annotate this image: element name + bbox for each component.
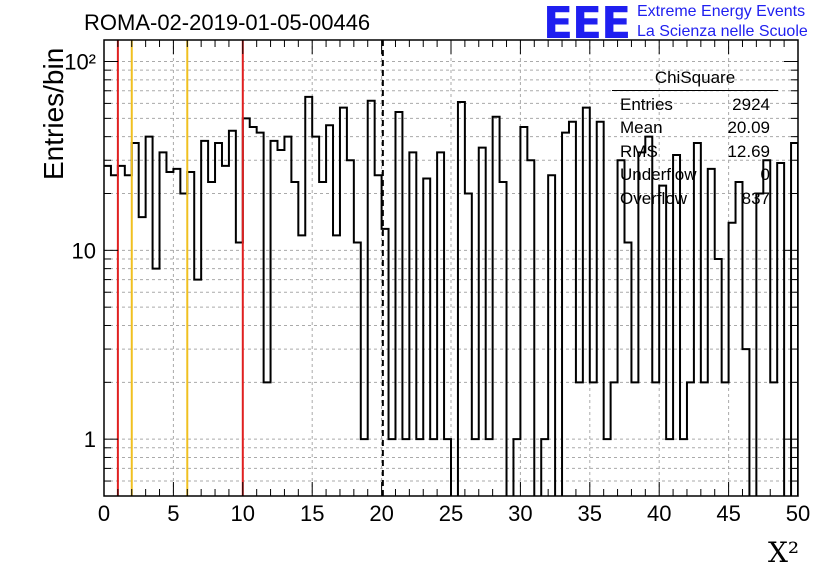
stats-label: RMS: [620, 141, 658, 161]
stats-box: ChiSquare Entries 2924 Mean 20.09 RMS 12.69…: [612, 68, 778, 210]
x-tick-label: 5: [167, 501, 179, 526]
stats-row: Overflow 837: [612, 187, 778, 210]
x-tick-label: 45: [716, 501, 740, 526]
stats-value: 837: [741, 188, 770, 208]
y-tick-label: 1: [84, 427, 96, 452]
x-tick-label: 40: [647, 501, 671, 526]
x-tick-label: 50: [786, 501, 810, 526]
stats-label: Underflow: [620, 165, 697, 185]
y-axis: 1 10 10²: [64, 50, 798, 497]
stats-row: Underflow 0: [612, 163, 778, 186]
x-tick-label: 10: [231, 501, 255, 526]
stats-value: 0: [760, 165, 770, 185]
stats-value: 12.69: [727, 141, 770, 161]
y-tick-label: 10²: [64, 50, 96, 75]
x-tick-label: 25: [439, 501, 463, 526]
y-tick-label: 10: [72, 238, 96, 263]
x-tick-label: 0: [98, 501, 110, 526]
marker-lines: [116, 40, 384, 496]
stats-title: ChiSquare: [612, 68, 778, 91]
logo-line-1: Extreme Energy Events: [637, 3, 806, 20]
grid-lines: [104, 40, 798, 497]
y-axis-label-box: Entries/bin: [8, 48, 69, 180]
x-tick-label: 35: [578, 501, 602, 526]
stats-label: Entries: [620, 95, 673, 114]
y-axis-label: Entries/bin: [38, 47, 69, 180]
x-tick-label: 30: [508, 501, 532, 526]
stats-row: RMS 12.69: [612, 140, 778, 163]
x-tick-label: 15: [300, 501, 324, 526]
x-axis: 0 5 10 15 20 25 30 35 40 45 50: [98, 40, 810, 526]
stats-label: Overflow: [620, 188, 688, 208]
stats-row: Mean 20.09: [612, 116, 778, 139]
stats-value: 2924: [732, 95, 770, 114]
stats-label: Mean: [620, 118, 663, 138]
chart-title: ROMA-02-2019-01-05-00446: [84, 10, 371, 35]
histogram-line: [104, 95, 798, 496]
logo-line-2: La Scienza nelle Scuole: [637, 23, 808, 40]
eee-logo: EEE: [543, 0, 631, 49]
histogram-series: [104, 95, 798, 496]
stats-row: Entries 2924: [612, 93, 778, 116]
stats-value: 20.09: [727, 118, 770, 138]
x-axis-label: X²: [768, 536, 800, 569]
x-tick-label: 20: [369, 501, 393, 526]
